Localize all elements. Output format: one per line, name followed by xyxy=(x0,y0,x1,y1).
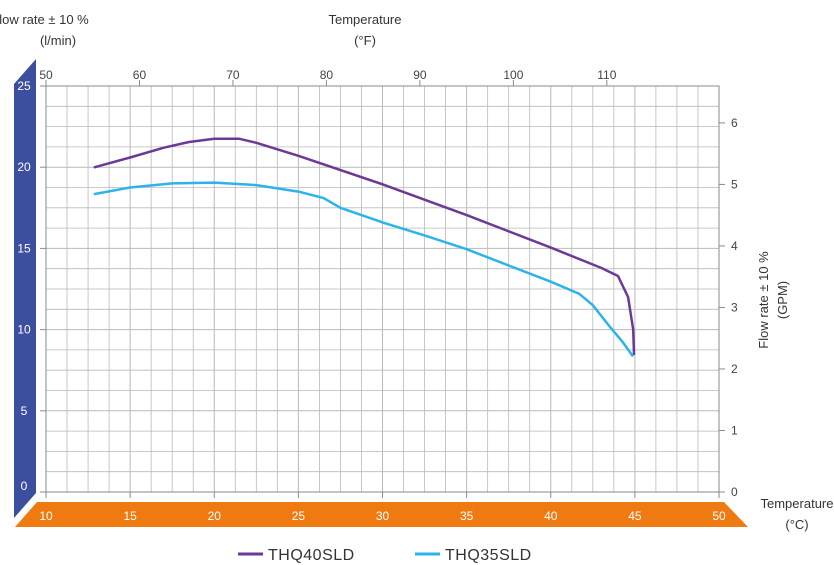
bottom-axis-tick-label: 10 xyxy=(39,509,53,523)
top-axis-tick-label: 60 xyxy=(133,68,147,82)
right-axis-tick-label: 0 xyxy=(731,485,738,499)
top-axis-tick-label: 50 xyxy=(39,68,53,82)
left-axis-title: Flow rate ± 10 % xyxy=(0,12,89,27)
top-axis-tick-label: 110 xyxy=(597,68,616,82)
right-axis-tick-label: 4 xyxy=(731,239,738,253)
left-axis-tick-label: 20 xyxy=(17,160,31,174)
top-axis-tick-label: 90 xyxy=(413,68,427,82)
bottom-axis-tick-label: 50 xyxy=(712,509,726,523)
bottom-axis-tick-label: 35 xyxy=(460,509,474,523)
bottom-axis-tick-label: 25 xyxy=(292,509,306,523)
top-axis-tick-label: 100 xyxy=(503,68,523,82)
bottom-axis-tick-label: 45 xyxy=(628,509,642,523)
right-axis-tick-label: 1 xyxy=(731,423,738,437)
series-line-thq40sld xyxy=(93,137,636,356)
left-axis-tick-label: 10 xyxy=(17,323,31,337)
series-lines xyxy=(93,137,636,357)
left-axis-tick-label: 0 xyxy=(21,479,28,493)
right-axis-ticks: 0 1 2 3 4 5 6 xyxy=(719,116,738,499)
left-axis-unit: (l/min) xyxy=(40,33,76,48)
legend-label-thq40sld: THQ40SLD xyxy=(268,547,355,564)
bottom-axis-tick-label: 15 xyxy=(123,509,137,523)
top-axis-unit: (°F) xyxy=(354,33,376,48)
plot-grid xyxy=(46,86,719,492)
bottom-axis-title: Temperature xyxy=(761,496,834,511)
right-axis-unit: (GPM) xyxy=(775,281,790,319)
bottom-axis-tick-label: 40 xyxy=(544,509,558,523)
bottom-axis-ticks: 10 15 20 25 30 35 40 45 50 xyxy=(39,492,726,523)
top-axis-ticks: 50 60 70 80 90 100 110 xyxy=(39,68,617,86)
left-axis-tick-label: 25 xyxy=(17,79,31,93)
left-axis-tick-label: 5 xyxy=(21,404,28,418)
bottom-axis-tick-label: 20 xyxy=(208,509,222,523)
bottom-axis-bar xyxy=(15,502,748,527)
top-axis-tick-label: 80 xyxy=(320,68,334,82)
legend-label-thq35sld: THQ35SLD xyxy=(445,547,532,564)
series-line-thq35sld xyxy=(93,181,634,357)
bottom-axis-unit: (°C) xyxy=(785,517,808,532)
left-axis-bar xyxy=(14,59,36,518)
left-axis-tick-label: 15 xyxy=(17,241,31,255)
right-axis-title-group: Flow rate ± 10 % (GPM) xyxy=(756,251,790,349)
right-axis-tick-label: 5 xyxy=(731,177,738,191)
top-axis-title: Temperature xyxy=(329,12,402,27)
right-axis-tick-label: 2 xyxy=(731,362,738,376)
right-axis-tick-label: 6 xyxy=(731,116,738,130)
left-axis-ticks: 0 5 10 15 20 25 xyxy=(17,79,46,493)
right-axis-tick-label: 3 xyxy=(731,300,738,314)
bottom-axis-tick-label: 30 xyxy=(376,509,390,523)
top-axis-tick-label: 70 xyxy=(226,68,240,82)
right-axis-title: Flow rate ± 10 % xyxy=(756,251,771,349)
legend: THQ40SLD THQ35SLD xyxy=(238,547,532,564)
